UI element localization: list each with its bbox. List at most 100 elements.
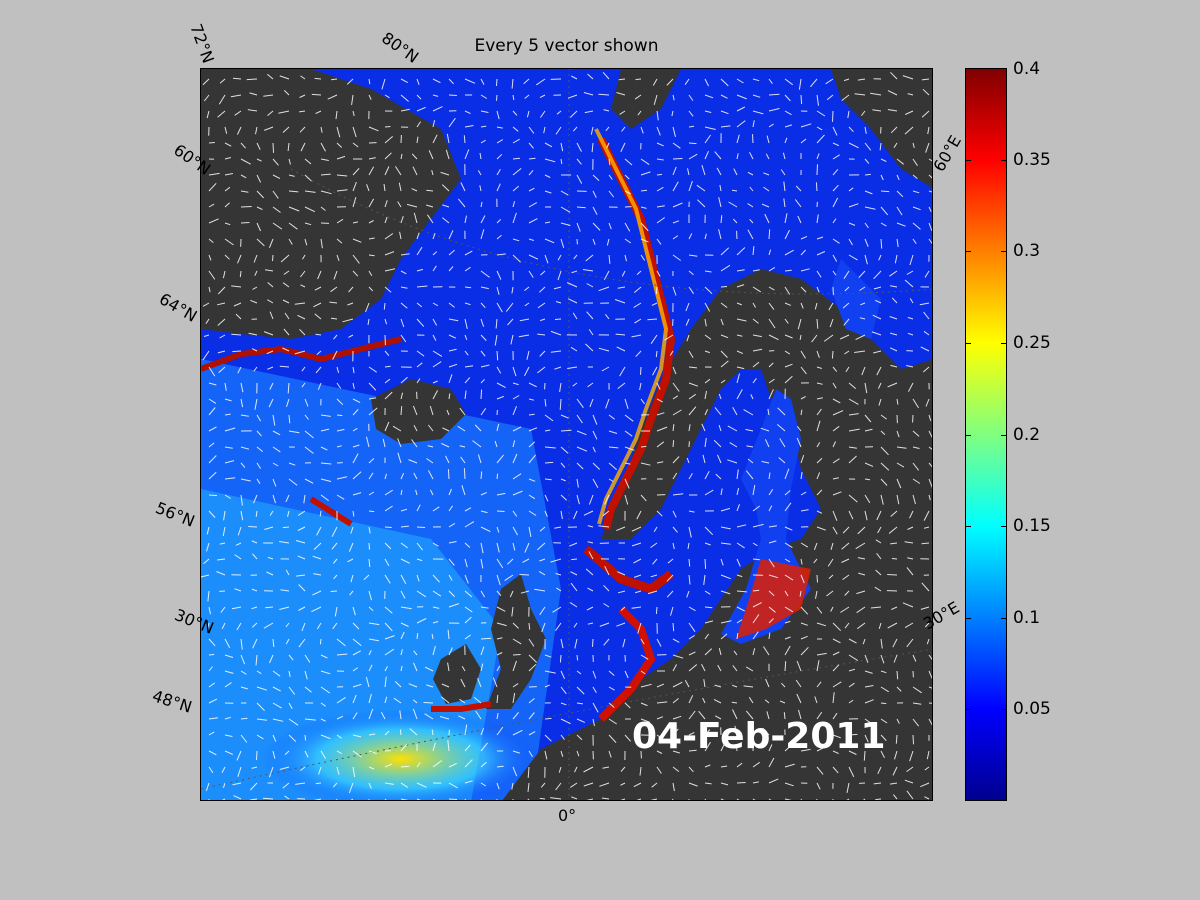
current-vector-arrow <box>312 590 322 596</box>
current-vector-arrow <box>752 378 757 384</box>
current-vector-arrow <box>768 778 779 784</box>
current-vector-arrow <box>749 725 754 736</box>
current-vector-arrow <box>688 270 694 276</box>
current-vector-arrow <box>528 398 535 401</box>
current-vector-arrow <box>736 590 747 593</box>
current-vector-arrow <box>448 590 455 597</box>
current-vector-arrow <box>413 424 418 432</box>
current-vector-arrow <box>283 328 290 336</box>
current-vector-arrow <box>559 654 562 663</box>
current-vector-arrow <box>729 442 738 448</box>
current-vector-arrow <box>512 168 522 176</box>
current-vector-arrow <box>743 409 754 416</box>
current-vector-arrow <box>240 206 252 208</box>
current-vector-arrow <box>304 478 314 484</box>
current-vector-arrow <box>496 234 502 240</box>
current-vector-arrow <box>448 647 453 656</box>
current-vector-arrow <box>592 222 601 231</box>
current-vector-arrow <box>368 622 380 626</box>
current-vector-arrow <box>555 573 562 576</box>
current-vector-arrow <box>416 542 423 551</box>
current-vector-arrow <box>496 652 503 656</box>
current-vector-arrow <box>480 491 488 496</box>
current-vector-arrow <box>313 573 322 576</box>
map-panel[interactable] <box>200 68 933 801</box>
current-vector-arrow <box>583 766 594 773</box>
current-vector-arrow <box>874 299 882 304</box>
current-vector-arrow <box>784 350 791 355</box>
current-vector-arrow <box>511 78 514 89</box>
current-vector-arrow <box>239 270 242 278</box>
current-vector-arrow <box>447 662 450 672</box>
current-vector-arrow <box>587 541 594 544</box>
current-vector-arrow <box>747 229 754 240</box>
current-vector-arrow <box>384 136 394 144</box>
current-vector-arrow <box>880 462 890 471</box>
current-vector-arrow <box>448 94 457 96</box>
current-vector-arrow <box>640 366 642 375</box>
current-vector-arrow <box>304 190 316 193</box>
current-vector-arrow <box>522 558 530 563</box>
current-vector-arrow <box>432 233 436 240</box>
current-vector-arrow <box>224 126 228 134</box>
current-vector-arrow <box>926 750 930 760</box>
current-vector-arrow <box>912 158 918 166</box>
current-vector-arrow <box>880 638 883 649</box>
current-vector-arrow <box>921 542 930 545</box>
current-vector-arrow <box>763 172 770 176</box>
current-vector-arrow <box>480 318 485 327</box>
current-vector-arrow <box>928 702 932 704</box>
current-vector-arrow <box>233 795 242 800</box>
current-vector-arrow <box>398 182 402 192</box>
current-vector-arrow <box>727 459 738 464</box>
current-vector-arrow <box>224 382 227 391</box>
current-vector-arrow <box>928 238 932 244</box>
current-vector-arrow <box>544 510 548 517</box>
current-vector-arrow <box>848 668 856 672</box>
current-vector-arrow <box>862 638 866 645</box>
current-vector-arrow <box>512 395 520 400</box>
current-vector-arrow <box>544 717 552 720</box>
current-vector-arrow <box>672 654 684 659</box>
current-vector-arrow <box>768 378 775 384</box>
current-vector-arrow <box>352 427 358 432</box>
current-vector-arrow <box>448 363 458 368</box>
current-vector-arrow <box>634 94 642 100</box>
current-vector-arrow <box>800 395 806 400</box>
current-vector-arrow <box>263 622 274 629</box>
current-vector-arrow <box>560 750 564 757</box>
current-vector-arrow <box>408 459 418 464</box>
current-vector-arrow <box>251 766 258 769</box>
current-vector-arrow <box>427 445 434 448</box>
current-vector-arrow <box>928 654 932 660</box>
current-vector-arrow <box>544 190 552 194</box>
current-vector-arrow <box>800 454 805 464</box>
current-vector-arrow <box>368 590 372 601</box>
current-vector-arrow <box>416 78 420 85</box>
current-vector-arrow <box>539 94 546 99</box>
current-vector-arrow <box>782 152 786 160</box>
current-vector-arrow <box>557 254 562 261</box>
current-vector-arrow <box>240 734 248 743</box>
current-vector-arrow <box>656 110 659 121</box>
current-vector-arrow <box>432 94 439 97</box>
current-vector-arrow <box>633 302 642 308</box>
current-vector-arrow <box>560 510 563 520</box>
current-vector-arrow <box>606 142 610 149</box>
current-vector-arrow <box>906 365 914 368</box>
current-vector-arrow <box>268 238 274 248</box>
current-vector-arrow <box>856 590 866 595</box>
current-vector-arrow <box>704 334 712 340</box>
current-vector-arrow <box>800 606 809 615</box>
current-vector-arrow <box>223 510 226 521</box>
current-vector-arrow <box>368 366 377 373</box>
current-vector-arrow <box>480 389 483 400</box>
current-vector-arrow <box>621 126 626 132</box>
current-vector-arrow <box>652 78 658 86</box>
current-vector-arrow <box>749 218 754 224</box>
current-vector-arrow <box>416 350 425 357</box>
current-vector-arrow <box>384 558 390 567</box>
current-vector-arrow <box>573 510 578 520</box>
current-vector-arrow <box>896 494 900 505</box>
current-vector-arrow <box>256 158 262 162</box>
